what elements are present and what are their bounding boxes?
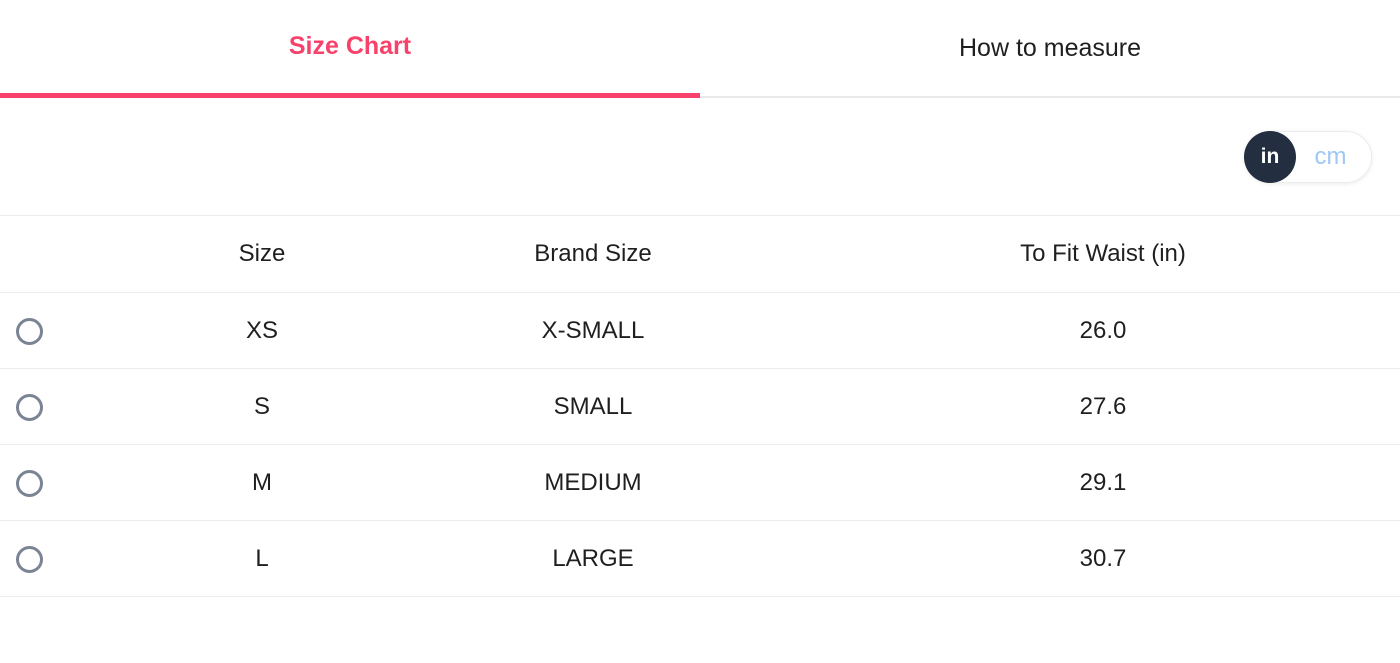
radio-cell	[0, 444, 144, 521]
tab-how-to-measure[interactable]: How to measure	[700, 0, 1400, 98]
table-row-l[interactable]: L LARGE 30.7	[0, 520, 1400, 597]
cell-size: S	[144, 368, 380, 445]
cell-to-fit-waist: 26.0	[806, 292, 1400, 369]
header-to-fit-waist: To Fit Waist (in)	[806, 215, 1400, 293]
radio-cell	[0, 368, 144, 445]
table-header-row: Size Brand Size To Fit Waist (in)	[0, 215, 1400, 293]
size-chart-table: Size Brand Size To Fit Waist (in) XS X-S…	[0, 215, 1400, 597]
radio-button-s[interactable]	[16, 393, 43, 421]
unit-toggle[interactable]: in cm	[1244, 130, 1372, 183]
cell-size: L	[144, 520, 380, 597]
radio-cell	[0, 292, 144, 369]
unit-toolbar: in cm	[0, 98, 1400, 215]
unit-option-in[interactable]: in	[1244, 130, 1296, 183]
radio-button-m[interactable]	[16, 469, 43, 497]
cell-brand-size: MEDIUM	[380, 444, 806, 521]
table-row-s[interactable]: S SMALL 27.6	[0, 368, 1400, 445]
unit-option-cm[interactable]: cm	[1314, 142, 1347, 170]
tab-bar: Size Chart How to measure	[0, 0, 1400, 98]
cell-brand-size: LARGE	[380, 520, 806, 597]
table-row-xs[interactable]: XS X-SMALL 26.0	[0, 292, 1400, 369]
cell-size: XS	[144, 292, 380, 369]
cell-brand-size: SMALL	[380, 368, 806, 445]
header-size: Size	[144, 215, 380, 293]
cell-size: M	[144, 444, 380, 521]
tab-size-chart[interactable]: Size Chart	[0, 0, 700, 98]
radio-cell	[0, 520, 144, 597]
radio-button-xs[interactable]	[16, 317, 43, 345]
cell-to-fit-waist: 29.1	[806, 444, 1400, 521]
cell-to-fit-waist: 30.7	[806, 520, 1400, 597]
cell-to-fit-waist: 27.6	[806, 368, 1400, 445]
header-brand-size: Brand Size	[380, 215, 806, 293]
table-row-m[interactable]: M MEDIUM 29.1	[0, 444, 1400, 521]
radio-button-l[interactable]	[16, 545, 43, 573]
cell-brand-size: X-SMALL	[380, 292, 806, 369]
header-radio-spacer	[0, 215, 144, 293]
